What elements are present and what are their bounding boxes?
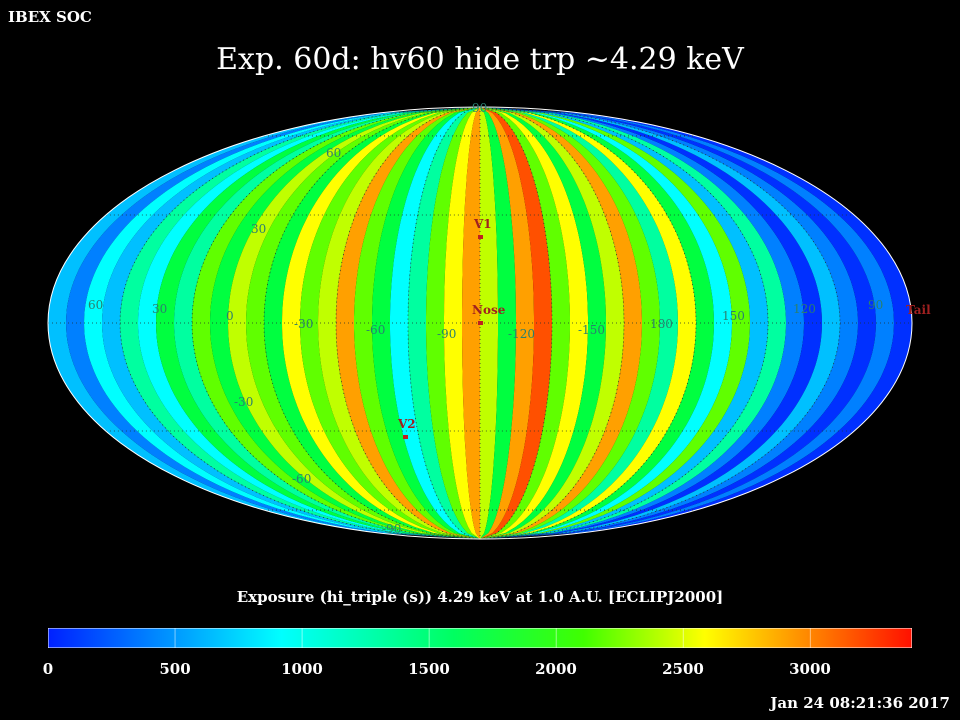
lat-label-60: 60 [326, 146, 341, 160]
colorbar [48, 628, 912, 648]
cbar-tick-2000: 2000 [535, 660, 577, 678]
marker-v2: V2 [397, 417, 416, 439]
lon-label-m60: -60 [366, 323, 385, 337]
lon-label-m120: -120 [508, 327, 535, 341]
cbar-tick-2500: 2500 [662, 660, 704, 678]
svg-text:Tail: Tail [906, 303, 931, 317]
svg-text:V1: V1 [473, 217, 492, 231]
exposure-band [372, 107, 480, 539]
colorbar-title: Exposure (hi_triple (s)) 4.29 keV at 1.0… [236, 588, 724, 606]
lon-label-0: 0 [226, 309, 234, 323]
map-outline [47, 106, 913, 540]
exposure-band [354, 107, 480, 539]
cbar-tick-3000: 3000 [789, 660, 831, 678]
colorbar-dividers [174, 628, 811, 648]
exposure-band [480, 107, 588, 539]
lat-label-m90: -90 [382, 522, 401, 536]
svg-text:Nose: Nose [472, 303, 506, 317]
marker-v1: V1 [473, 217, 492, 239]
exposure-band [480, 107, 516, 539]
app-label: IBEX SOC [8, 8, 92, 26]
lon-label-120: 120 [793, 302, 816, 316]
cbar-tick-1500: 1500 [408, 660, 450, 678]
marker-nose: Nose [472, 303, 506, 325]
marker-tail: Tail [906, 303, 931, 317]
meridian-line [191, 107, 481, 539]
exposure-band [426, 107, 480, 539]
exposure-band [480, 107, 570, 539]
lon-label-90: 90 [868, 298, 883, 312]
cbar-tick-1000: 1000 [281, 660, 323, 678]
lon-label-m90: -90 [437, 327, 456, 341]
lon-label-m30: -30 [294, 317, 313, 331]
exposure-band [480, 107, 534, 539]
svg-text:V2: V2 [397, 417, 416, 431]
lat-label-90: 90 [472, 101, 487, 115]
lon-label-m150: -150 [578, 323, 605, 337]
lon-label-150: 150 [722, 309, 745, 323]
lon-label-30: 30 [152, 302, 167, 316]
lat-label-30: 30 [251, 222, 266, 236]
sky-map: 60 30 0 -30 -60 -90 -120 -150 180 150 12… [47, 101, 931, 540]
timestamp: Jan 24 08:21:36 2017 [770, 694, 950, 712]
lon-label-60: 60 [88, 298, 103, 312]
map-title: Exp. 60d: hv60 hide trp ~4.29 keV [216, 42, 744, 77]
meridian-line [479, 107, 697, 539]
cbar-tick-500: 500 [159, 660, 191, 678]
lon-label-180: 180 [650, 317, 673, 331]
lat-label-m30: -30 [234, 395, 253, 409]
meridian-line [479, 107, 769, 539]
exposure-band [390, 107, 480, 539]
colorbar-ticks: 0 500 1000 1500 2000 2500 3000 [0, 660, 960, 680]
cbar-tick-0: 0 [42, 660, 54, 678]
meridian-line [263, 107, 481, 539]
lat-label-m60: -60 [292, 472, 311, 486]
